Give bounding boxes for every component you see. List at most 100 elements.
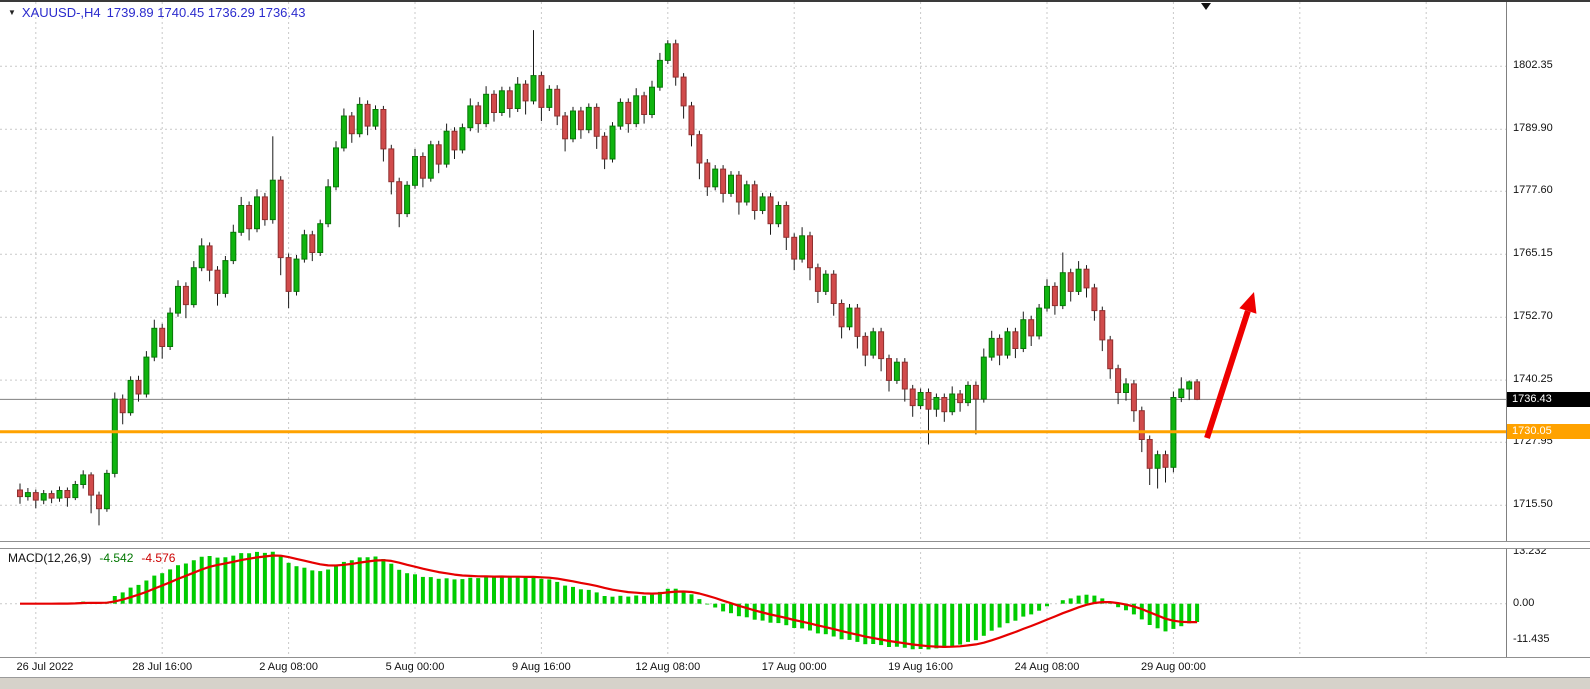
bottom-scrollbar[interactable] (0, 677, 1590, 689)
bearish-candle (419, 156, 426, 179)
price-tick-label: 1777.60 (1513, 184, 1553, 197)
bearish-candle (562, 115, 569, 140)
bearish-candle (435, 144, 442, 165)
chart-shift-marker-icon[interactable] (1201, 3, 1212, 10)
bullish-candle (372, 109, 379, 127)
window-top-border (0, 0, 1590, 2)
bullish-candle (530, 75, 537, 102)
time-axis-label: 28 Jul 16:00 (132, 661, 193, 673)
price-tick-label: 1752.70 (1513, 310, 1553, 323)
bearish-candle (878, 331, 885, 360)
bearish-candle (1083, 268, 1090, 289)
bearish-candle (886, 358, 892, 381)
bearish-candle (506, 90, 513, 110)
time-axis-label: 17 Aug 00:00 (761, 661, 827, 673)
bearish-candle (159, 327, 166, 347)
bearish-candle (735, 174, 742, 203)
bearish-candle (396, 181, 403, 215)
trend-arrow-head[interactable] (1239, 292, 1257, 314)
bullish-candle (933, 397, 940, 410)
bullish-candle (40, 493, 47, 501)
bearish-candle (538, 75, 545, 108)
bearish-candle (996, 337, 1003, 356)
bullish-candle (656, 59, 663, 88)
bullish-candle (175, 285, 181, 314)
bearish-candle (688, 105, 695, 136)
bullish-candle (467, 105, 474, 129)
bearish-candle (1012, 331, 1019, 349)
bullish-candle (443, 130, 450, 165)
chart-title: ▼ XAUUSD-,H4 1739.89 1740.45 1736.29 173… (8, 5, 305, 20)
bearish-candle (309, 234, 316, 254)
bullish-candle (949, 393, 956, 413)
bullish-candle (649, 86, 655, 115)
bearish-candle (783, 205, 790, 238)
time-axis-label: 12 Aug 08:00 (635, 661, 701, 673)
bullish-candle (546, 88, 553, 108)
bullish-candle (325, 186, 332, 225)
ohlc-values-label: 1739.89 1740.45 1736.29 1736.43 (106, 5, 306, 20)
bearish-candle (285, 257, 292, 292)
trend-arrow-line[interactable] (1204, 310, 1251, 439)
bearish-candle (1067, 272, 1074, 292)
bearish-candle (491, 93, 497, 114)
bullish-candle (570, 110, 576, 140)
bearish-candle (48, 493, 55, 499)
bullish-candle (293, 258, 300, 292)
bearish-candle (972, 384, 979, 400)
bearish-candle (957, 393, 964, 404)
bearish-candle (135, 379, 142, 395)
bearish-candle (1194, 381, 1201, 400)
bullish-candle (1123, 383, 1129, 393)
bearish-candle (119, 398, 126, 414)
bearish-candle (672, 43, 679, 78)
bullish-candle (498, 90, 505, 114)
bullish-candle (238, 205, 245, 233)
bullish-candle (822, 273, 829, 292)
bullish-candle (1075, 268, 1082, 292)
bearish-candle (941, 397, 948, 413)
macd-signal-value: -4.576 (141, 551, 176, 565)
panel-divider[interactable] (0, 541, 1590, 549)
current-price-label: 1736.43 (1507, 391, 1590, 407)
bearish-candle (577, 110, 584, 131)
bearish-candle (1091, 287, 1098, 312)
price-axis[interactable]: 13.232 0.00 -11.435 1802.35 1789.90 1777.6… (1506, 0, 1590, 657)
bullish-candle (404, 184, 411, 215)
bearish-candle (451, 130, 458, 151)
macd-indicator-label: MACD(12,26,9) -4.542 -4.576 (8, 551, 175, 565)
bearish-candle (64, 490, 71, 499)
macd-histogram (73, 551, 1200, 650)
bearish-candle (901, 361, 908, 390)
bearish-candle (475, 105, 482, 125)
bearish-candle (1146, 439, 1153, 469)
bearish-candle (814, 267, 821, 292)
bearish-candle (380, 109, 387, 150)
bullish-candle (151, 327, 158, 358)
candles-series[interactable] (17, 30, 1201, 526)
bearish-candle (680, 76, 687, 107)
bearish-candle (88, 474, 95, 496)
bullish-candle (356, 103, 363, 135)
time-axis-label: 26 Jul 2022 (16, 661, 74, 673)
bullish-candle (633, 95, 640, 125)
bearish-candle (388, 148, 395, 183)
bullish-candle (846, 307, 853, 328)
bearish-candle (625, 101, 632, 125)
bearish-candle (1028, 319, 1035, 337)
bearish-candle (348, 115, 355, 135)
bearish-candle (1051, 285, 1058, 307)
bullish-candle (222, 260, 229, 294)
time-axis-label: 29 Aug 00:00 (1140, 661, 1206, 673)
bullish-candle (712, 168, 719, 188)
bullish-candle (301, 234, 308, 260)
bullish-candle (1004, 331, 1011, 356)
bullish-candle (483, 93, 490, 125)
time-axis-label: 24 Aug 08:00 (1014, 661, 1080, 673)
bullish-candle (269, 179, 276, 221)
bullish-candle (1186, 381, 1193, 390)
price-tick-label: 1740.25 (1513, 373, 1553, 386)
time-axis[interactable]: 26 Jul 2022 28 Jul 16:00 2 Aug 08:00 5 Aug … (0, 657, 1590, 677)
